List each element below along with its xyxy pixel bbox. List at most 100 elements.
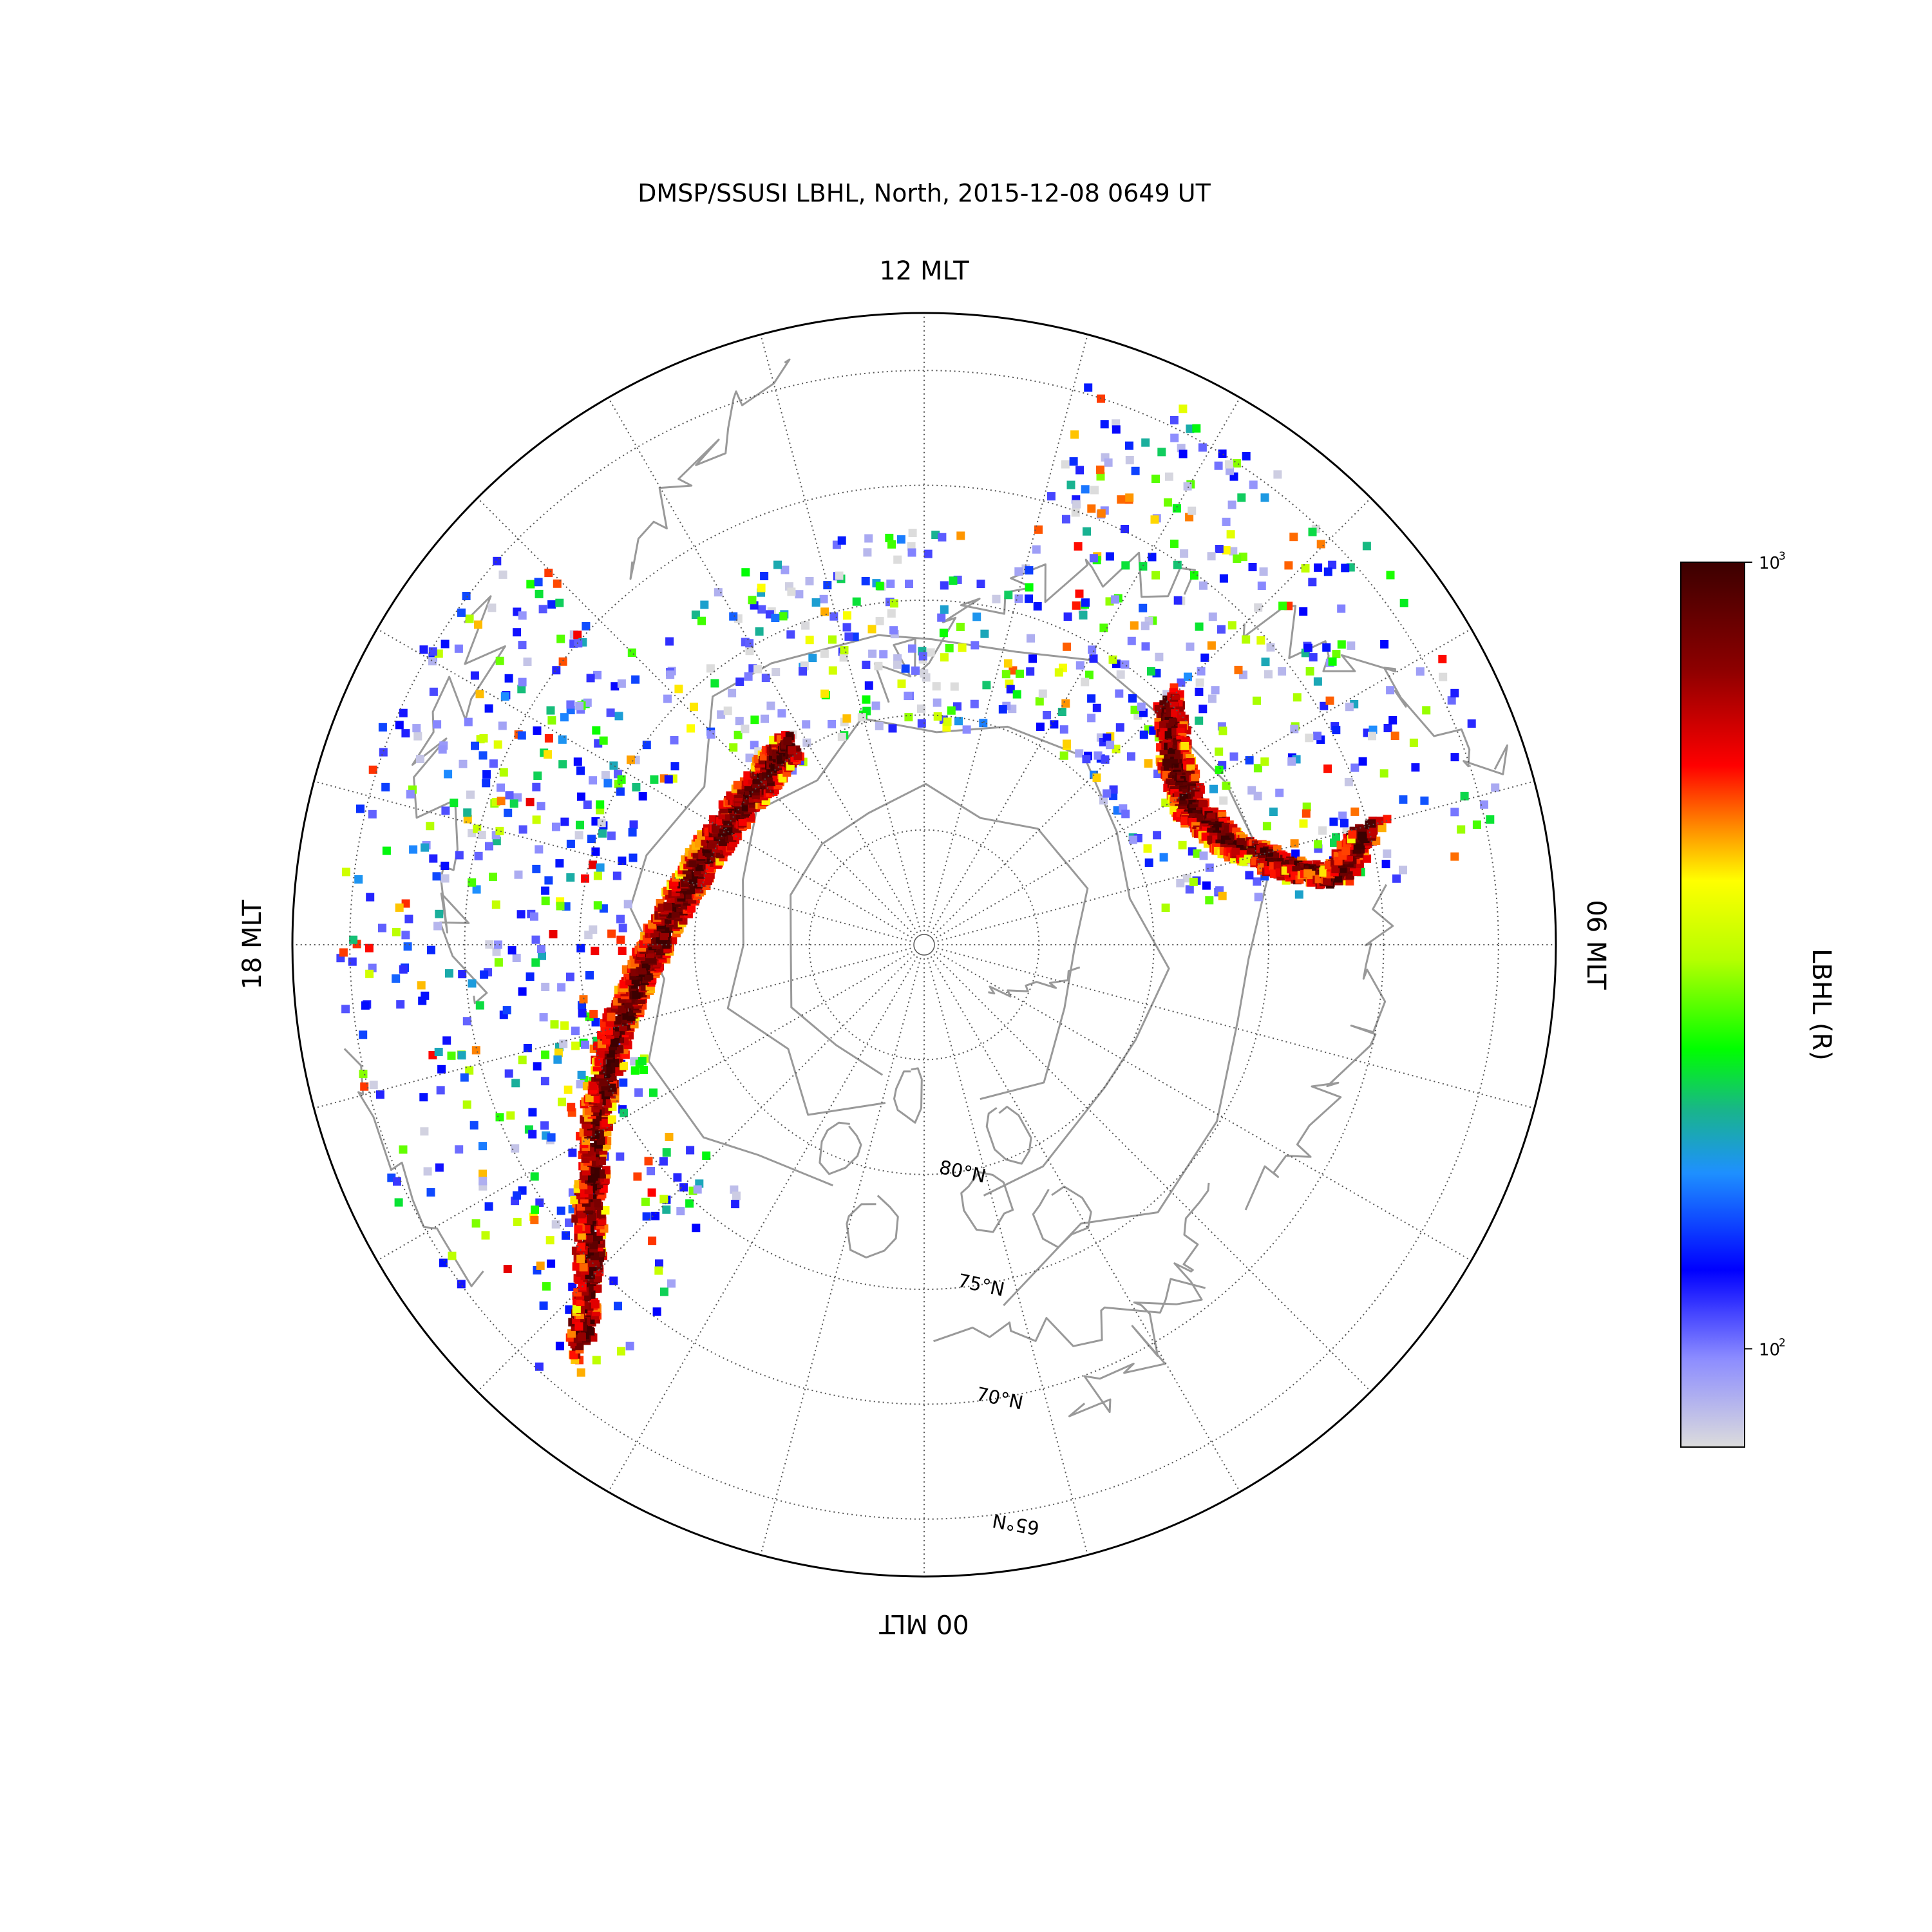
emission-cell: [1076, 661, 1084, 670]
emission-cell: [954, 717, 963, 725]
emission-cell: [435, 1164, 444, 1172]
emission-cell: [1180, 742, 1189, 750]
emission-cell: [1160, 853, 1168, 862]
emission-cell: [541, 887, 549, 895]
emission-cell: [1368, 732, 1376, 740]
emission-cell: [1036, 723, 1045, 731]
emission-cell: [472, 1219, 480, 1227]
emission-cell: [934, 712, 942, 721]
emission-cell: [596, 800, 604, 809]
emission-cell: [1151, 475, 1160, 483]
emission-cell: [531, 1172, 539, 1180]
emission-cell: [631, 1066, 639, 1075]
emission-cell: [1070, 430, 1079, 439]
emission-cell: [1205, 896, 1213, 904]
emission-cell: [1450, 689, 1459, 697]
emission-cell: [1117, 670, 1125, 679]
emission-cell: [619, 1079, 627, 1087]
emission-cell: [547, 716, 556, 724]
emission-cell: [1176, 879, 1184, 887]
emission-cell: [459, 760, 468, 768]
emission-cell: [535, 1363, 544, 1371]
emission-cell: [1025, 583, 1034, 592]
emission-cell: [1195, 623, 1204, 631]
emission-cell: [429, 855, 437, 863]
emission-cell: [663, 695, 672, 703]
emission-cell: [1451, 753, 1459, 761]
emission-cell: [741, 724, 749, 733]
emission-cell: [940, 629, 948, 637]
mlt-meridian: [609, 397, 920, 936]
emission-cell: [339, 949, 348, 957]
emission-cell: [1093, 704, 1101, 712]
emission-cell: [435, 910, 443, 918]
emission-cell: [556, 635, 565, 643]
emission-cell: [1363, 542, 1371, 550]
emission-cell: [583, 800, 592, 809]
emission-cell: [542, 896, 550, 905]
emission-cell: [547, 1260, 555, 1268]
emission-cell: [1253, 697, 1261, 705]
emission-cell: [707, 730, 715, 739]
emission-cell: [424, 1167, 432, 1175]
emission-cell: [518, 1056, 527, 1064]
emission-cell: [1196, 679, 1204, 687]
emission-cell: [1222, 518, 1231, 526]
emission-cell: [401, 729, 410, 737]
emission-cell: [488, 603, 496, 612]
emission-cell: [455, 645, 463, 653]
emission-cell: [1491, 784, 1499, 792]
emission-cell: [458, 970, 466, 978]
emission-cell: [949, 576, 958, 585]
emission-cell: [868, 625, 876, 633]
emission-cell: [1208, 695, 1217, 703]
emission-cell: [1304, 644, 1312, 652]
emission-cell: [667, 1280, 676, 1288]
emission-cell: [519, 826, 527, 834]
emission-cell: [494, 741, 502, 749]
emission-cell: [1036, 697, 1044, 706]
emission-cell: [904, 713, 913, 721]
emission-cell: [444, 770, 452, 779]
emission-cell: [1111, 595, 1119, 603]
emission-cell: [552, 666, 560, 674]
emission-cell: [627, 755, 635, 764]
emission-cell: [766, 702, 775, 710]
emission-cell: [614, 1302, 622, 1311]
emission-cell: [1235, 666, 1243, 674]
emission-cell: [342, 868, 350, 876]
emission-cell: [485, 705, 493, 713]
emission-cell: [795, 590, 803, 598]
emission-cell: [578, 1009, 587, 1018]
emission-cell: [485, 842, 493, 851]
emission-cell: [1075, 466, 1084, 475]
emission-cell: [524, 658, 532, 666]
emission-cell: [1200, 851, 1208, 860]
emission-cell: [533, 1062, 542, 1070]
emission-cell: [463, 1101, 471, 1109]
emission-cell: [1173, 561, 1182, 569]
emission-cell: [518, 641, 527, 649]
emission-cell: [1438, 655, 1446, 663]
emission-cell: [539, 605, 547, 613]
emission-cell: [971, 700, 979, 708]
emission-cell: [618, 947, 627, 955]
emission-cell: [605, 1027, 613, 1035]
emission-cell: [904, 692, 912, 700]
emission-cell: [744, 672, 753, 681]
emission-cell: [1208, 552, 1216, 560]
emission-cell: [1074, 542, 1083, 551]
emission-cell: [489, 873, 497, 881]
emission-cell: [1186, 886, 1194, 894]
emission-cell: [1081, 598, 1090, 607]
emission-cell: [862, 696, 871, 704]
emission-cell: [1219, 797, 1227, 805]
emission-cell: [1314, 840, 1322, 848]
emission-cell: [609, 1276, 618, 1285]
emission-cell: [1087, 694, 1095, 703]
emission-cell: [1128, 694, 1137, 703]
emission-cell: [820, 650, 829, 658]
emission-cell: [573, 630, 582, 639]
emission-cell: [840, 653, 848, 661]
emission-cell: [1115, 690, 1123, 698]
